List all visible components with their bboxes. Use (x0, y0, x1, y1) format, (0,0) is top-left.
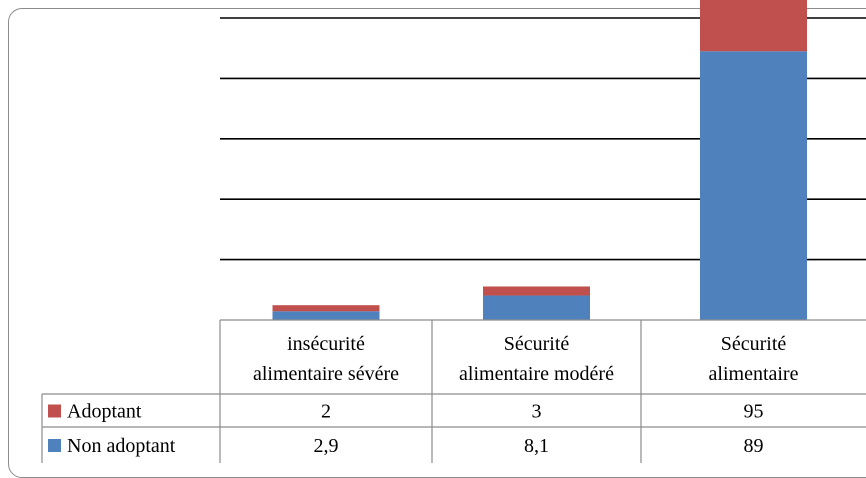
category-label: Sécurité (721, 333, 787, 355)
bar-non-adoptant-2 (483, 295, 590, 320)
bar-non-adoptant-3 (700, 51, 807, 320)
category-label: alimentaire modéré (459, 363, 614, 385)
category-label: alimentaire (709, 363, 799, 385)
bar-adoptant-2 (483, 286, 590, 296)
data-label-non-adoptant: 89 (744, 435, 764, 457)
data-label-adoptant: 3 (532, 401, 542, 423)
category-label: insécurité (287, 333, 365, 355)
data-label-non-adoptant: 2,9 (314, 435, 339, 457)
legend-label-adoptant: Adoptant (67, 401, 142, 423)
bar-adoptant-1 (272, 305, 380, 312)
data-label-adoptant: 2 (321, 401, 331, 423)
legend-swatch-adoptant (48, 404, 61, 418)
stacked-bar-chart: insécurité alimentaire sévére Sécurité alim… (41, 0, 866, 463)
data-label-adoptant: 95 (744, 401, 764, 423)
legend-swatch-non-adoptant (48, 439, 61, 452)
bar-adoptant-3 (700, 0, 807, 52)
category-label: Sécurité (504, 333, 570, 355)
legend-label-non-adoptant: Non adoptant (67, 435, 176, 457)
category-label: alimentaire sévére (253, 363, 399, 385)
data-label-non-adoptant: 8,1 (524, 435, 549, 457)
bar-non-adoptant-1 (272, 311, 380, 320)
